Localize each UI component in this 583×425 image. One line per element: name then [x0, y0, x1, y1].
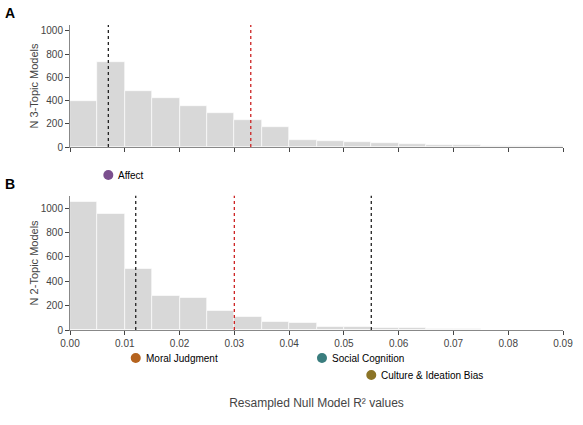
svg-text:0.00: 0.00 [60, 338, 80, 349]
svg-text:800: 800 [46, 227, 63, 238]
svg-text:0: 0 [57, 142, 63, 153]
svg-text:0.02: 0.02 [170, 338, 190, 349]
svg-text:N 3-Topic Models: N 3-Topic Models [28, 43, 40, 128]
svg-text:600: 600 [46, 251, 63, 262]
svg-text:400: 400 [46, 276, 63, 287]
svg-text:B: B [5, 176, 15, 192]
svg-text:800: 800 [46, 49, 63, 60]
svg-text:Social Cognition: Social Cognition [332, 353, 404, 364]
svg-text:0.08: 0.08 [498, 338, 518, 349]
svg-text:600: 600 [46, 72, 63, 83]
svg-text:400: 400 [46, 95, 63, 106]
svg-text:200: 200 [46, 300, 63, 311]
svg-text:0.05: 0.05 [334, 338, 354, 349]
svg-text:0.03: 0.03 [225, 338, 245, 349]
svg-text:Affect: Affect [118, 170, 144, 181]
svg-text:Resampled Null Model R² values: Resampled Null Model R² values [229, 396, 404, 410]
svg-text:Moral Judgment: Moral Judgment [146, 353, 218, 364]
svg-text:N 2-Topic Models: N 2-Topic Models [28, 220, 40, 305]
svg-text:Culture & Ideation Bias: Culture & Ideation Bias [381, 370, 483, 381]
svg-text:0.09: 0.09 [553, 338, 573, 349]
svg-text:A: A [5, 5, 15, 21]
svg-text:0.04: 0.04 [279, 338, 299, 349]
svg-text:0: 0 [57, 325, 63, 336]
svg-text:1000: 1000 [41, 25, 64, 36]
svg-text:0.07: 0.07 [444, 338, 464, 349]
svg-text:0.06: 0.06 [389, 338, 409, 349]
svg-text:200: 200 [46, 118, 63, 129]
svg-text:1000: 1000 [41, 203, 64, 214]
svg-text:0.01: 0.01 [115, 338, 135, 349]
